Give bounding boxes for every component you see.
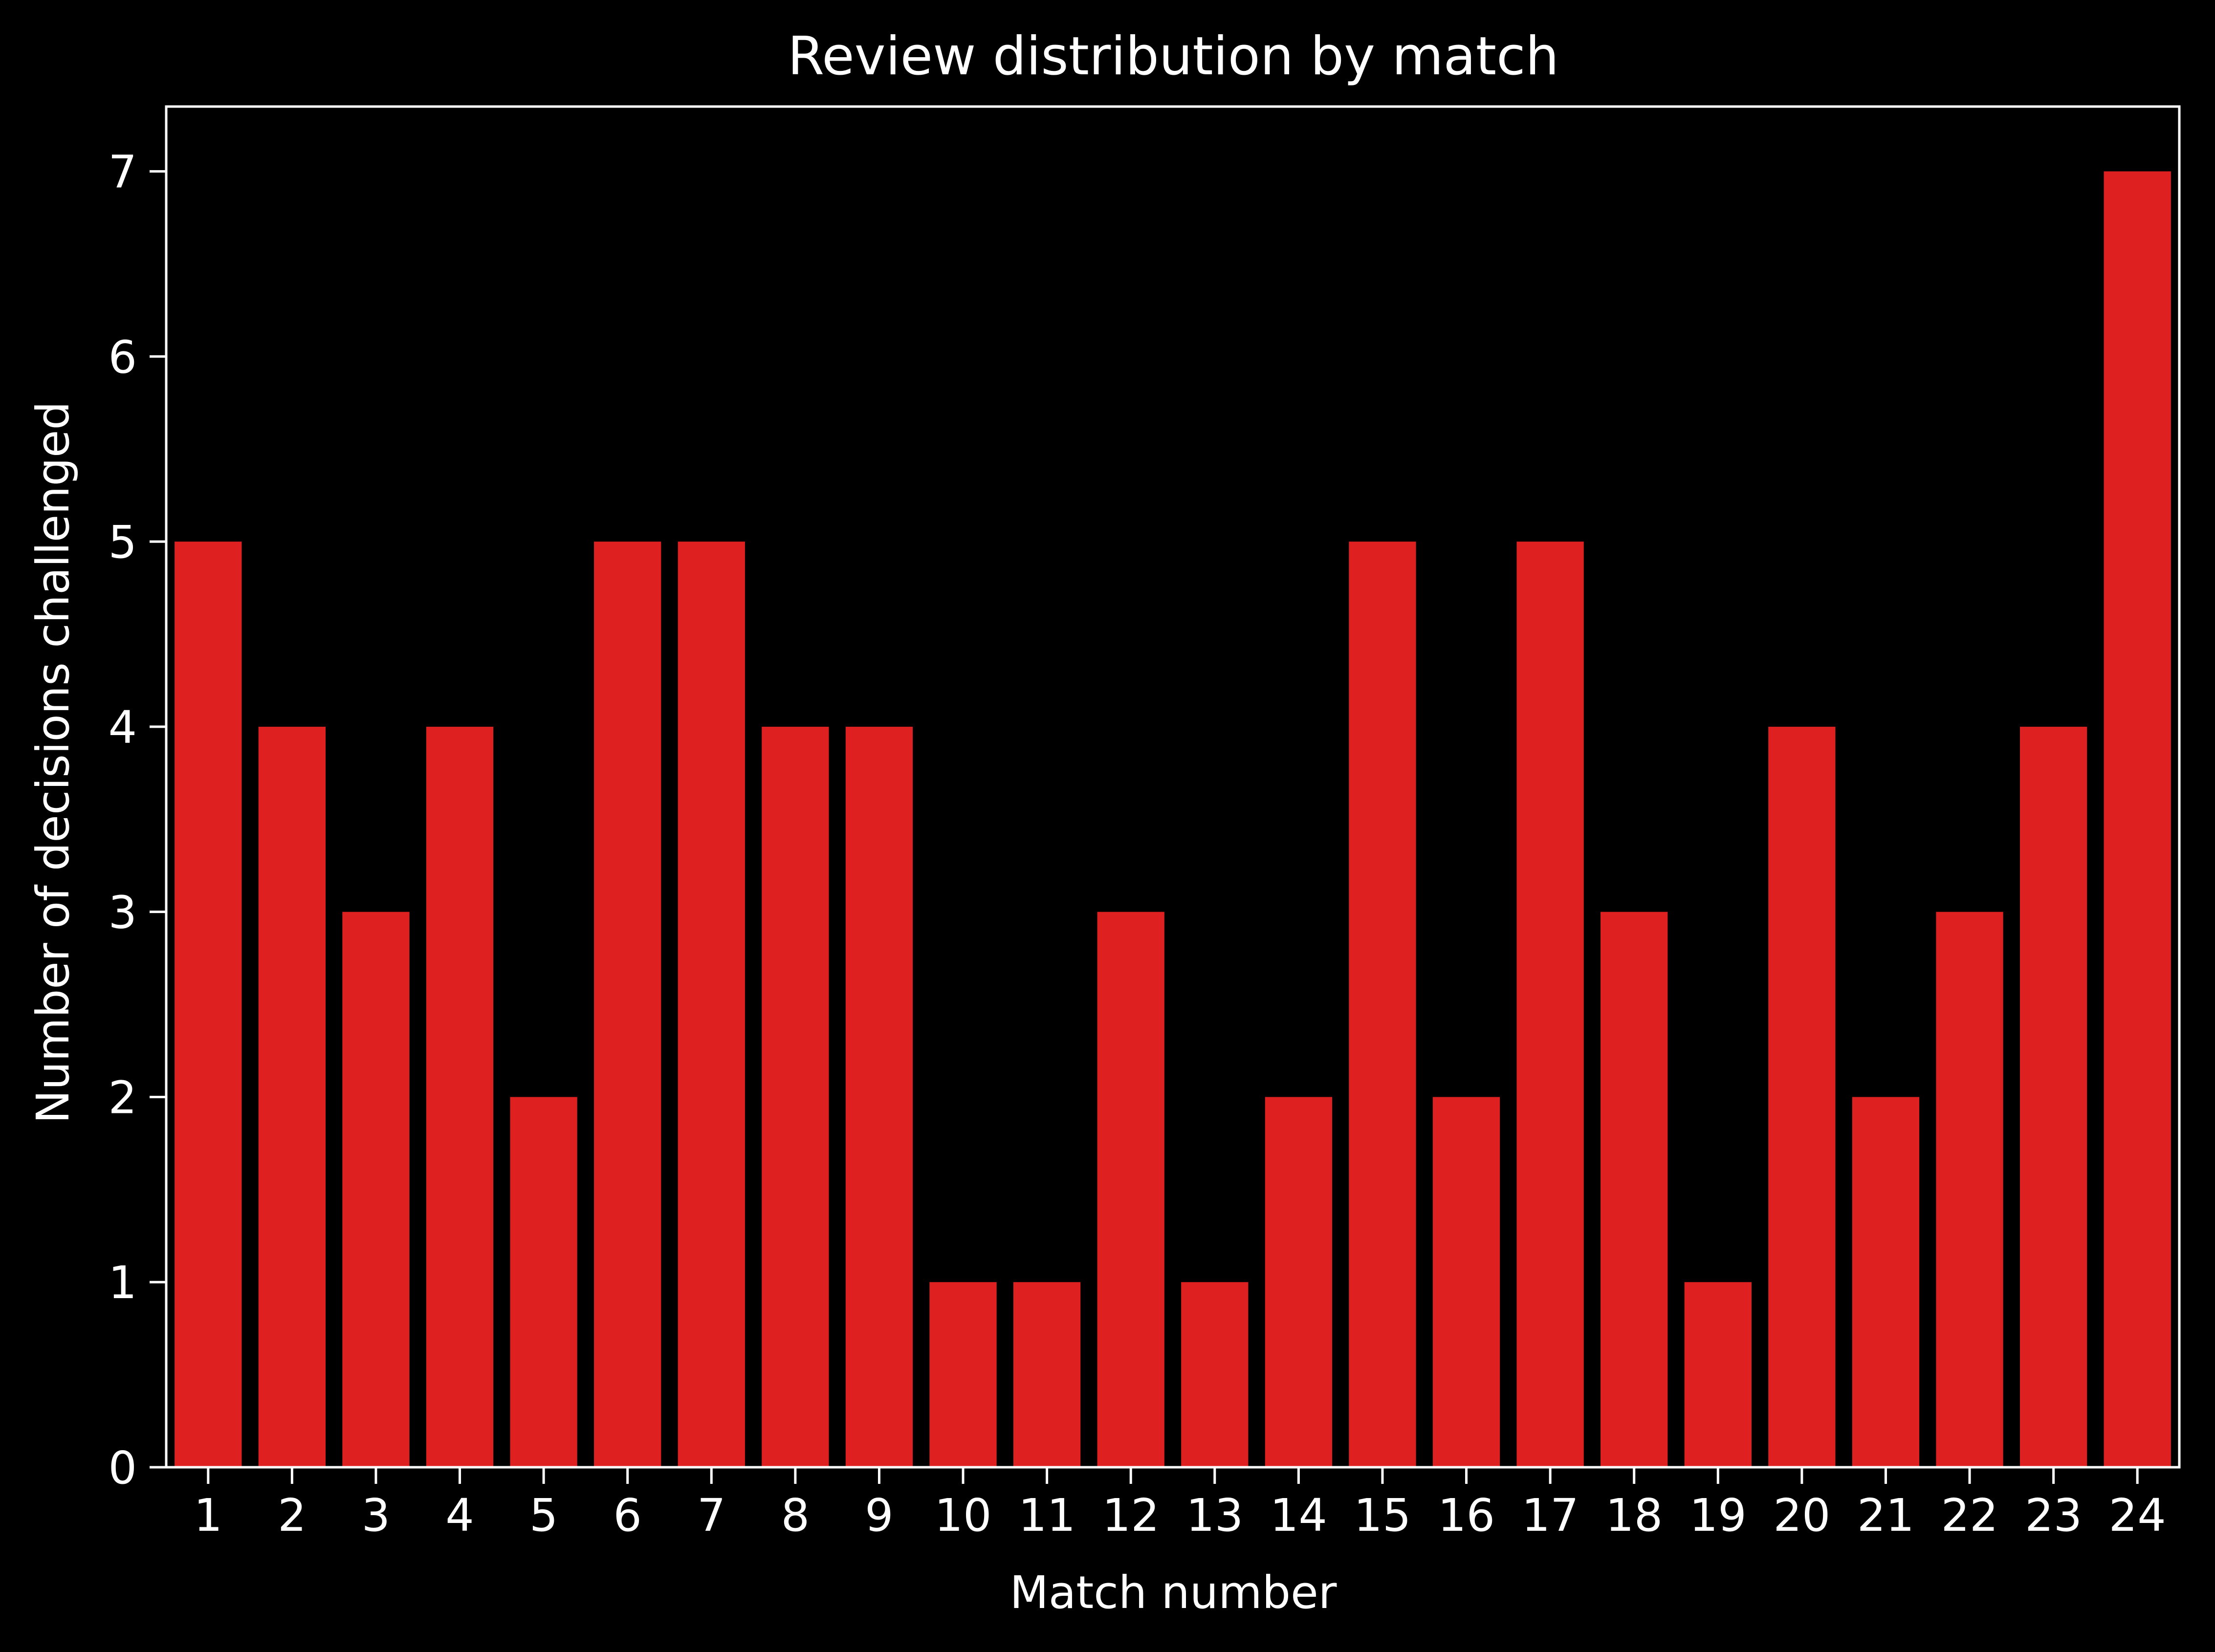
y-tick-label: 5: [108, 516, 137, 568]
y-tick-label: 7: [108, 146, 137, 198]
y-tick-label: 4: [108, 701, 137, 754]
x-tick-label: 22: [1941, 1489, 1998, 1542]
y-tick-label: 6: [108, 331, 137, 383]
x-tick-label: 18: [1605, 1489, 1663, 1542]
x-axis-label: Match number: [1009, 1566, 1337, 1619]
y-axis-label: Number of decisions challenged: [27, 401, 79, 1124]
x-tick-label: 14: [1270, 1489, 1327, 1542]
x-tick-label: 13: [1186, 1489, 1243, 1542]
bar-match-21: [1852, 1097, 1920, 1467]
bar-match-4: [426, 726, 494, 1467]
bar-match-15: [1349, 542, 1416, 1467]
bars-layer: [175, 171, 2171, 1467]
x-tick-label: 20: [1773, 1489, 1830, 1542]
x-tick-label: 24: [2109, 1489, 2166, 1542]
y-tick-label: 3: [108, 887, 137, 939]
bar-match-3: [342, 912, 410, 1467]
bar-match-22: [1936, 912, 2003, 1467]
bar-match-24: [2104, 171, 2171, 1467]
bar-match-20: [1768, 726, 1836, 1467]
bar-match-9: [845, 726, 913, 1467]
x-tick-label: 11: [1018, 1489, 1075, 1542]
y-tick-label: 2: [108, 1071, 137, 1124]
bar-match-5: [510, 1097, 577, 1467]
x-tick-label: 6: [613, 1489, 642, 1542]
x-tick-label: 1: [194, 1489, 223, 1542]
x-tick-label: 21: [1857, 1489, 1914, 1542]
y-tick-label: 0: [108, 1442, 137, 1494]
x-tick-label: 5: [529, 1489, 558, 1542]
bar-match-13: [1181, 1282, 1249, 1467]
bar-match-18: [1601, 912, 1668, 1467]
x-tick-label: 16: [1438, 1489, 1495, 1542]
bar-match-17: [1516, 542, 1584, 1467]
y-tick-label: 1: [108, 1257, 137, 1309]
x-tick-label: 8: [781, 1489, 810, 1542]
axes-layer: 1 2 3 4 5 6 7 8 9 10 11 12 13 14 15 16 17 18 19 20 21 22 23 240…: [108, 105, 2181, 1542]
bar-match-12: [1097, 912, 1164, 1467]
plot-frame: [165, 105, 2181, 1469]
x-tick-label: 19: [1689, 1489, 1747, 1542]
x-tick-label: 4: [445, 1489, 474, 1542]
x-tick-label: 9: [865, 1489, 894, 1542]
x-tick-label: 10: [935, 1489, 992, 1542]
bar-match-8: [762, 726, 829, 1467]
x-tick-label: 12: [1102, 1489, 1160, 1542]
x-tick-label: 17: [1522, 1489, 1579, 1542]
bar-match-23: [2019, 726, 2087, 1467]
bar-match-19: [1684, 1282, 1752, 1467]
chart-title: Review distribution by match: [788, 26, 1559, 87]
x-tick-label: 23: [2025, 1489, 2082, 1542]
bar-match-11: [1013, 1282, 1081, 1467]
bar-match-1: [175, 542, 242, 1467]
bar-match-6: [594, 542, 661, 1467]
x-tick-label: 2: [278, 1489, 307, 1542]
x-tick-label: 15: [1354, 1489, 1411, 1542]
x-tick-label: 7: [697, 1489, 726, 1542]
bar-match-2: [258, 726, 326, 1467]
bar-match-10: [929, 1282, 997, 1467]
bar-match-16: [1432, 1097, 1500, 1467]
x-tick-label: 3: [362, 1489, 391, 1542]
bar-match-7: [678, 542, 745, 1467]
bar-match-14: [1265, 1097, 1333, 1467]
